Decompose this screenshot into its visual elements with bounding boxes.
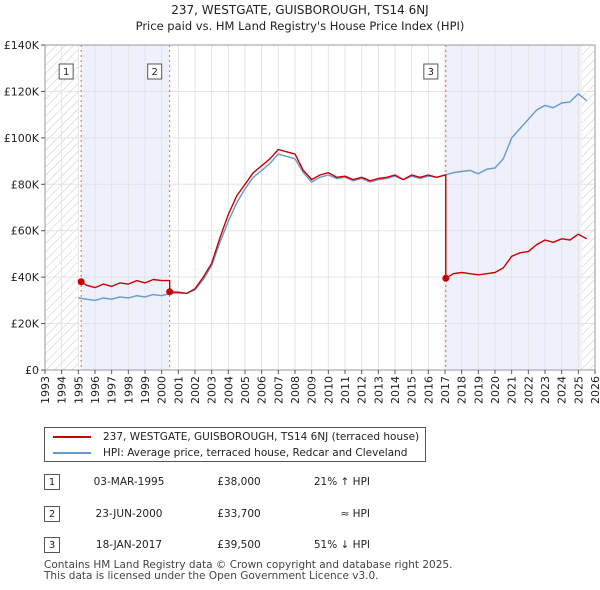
sale-price: £38,000 bbox=[217, 476, 261, 488]
sale-date: 03-MAR-1995 bbox=[93, 476, 165, 488]
y-tick-label: £60K bbox=[11, 225, 40, 238]
x-tick-label: 1999 bbox=[139, 376, 152, 404]
legend-label-property: 237, WESTGATE, GUISBOROUGH, TS14 6NJ (te… bbox=[103, 431, 420, 443]
y-tick-label: £20K bbox=[11, 318, 40, 331]
sale-point bbox=[166, 288, 174, 296]
price-series-line bbox=[80, 148, 588, 295]
price-chart: 237, WESTGATE, GUISBOROUGH, TS14 6NJ Pri… bbox=[4, 3, 600, 404]
hatched-region bbox=[581, 45, 595, 370]
sale-date: 18-JAN-2017 bbox=[95, 539, 163, 551]
y-tick-label: £100K bbox=[4, 132, 40, 145]
sale-label-box bbox=[423, 63, 439, 80]
y-tick-label: £140K bbox=[4, 39, 40, 52]
sale-label: 2 bbox=[151, 67, 157, 78]
sale-hpi-comparison: ≈ HPI bbox=[340, 508, 370, 520]
x-tick-label: 2024 bbox=[556, 376, 569, 404]
x-tick-label: 2023 bbox=[539, 376, 552, 404]
x-tick-label: 1994 bbox=[56, 376, 69, 404]
chart-subtitle: Price paid vs. HM Land Registry's House … bbox=[136, 19, 465, 33]
x-tick-label: 1995 bbox=[72, 376, 85, 404]
y-tick-label: £40K bbox=[11, 271, 40, 284]
x-tick-label: 2012 bbox=[356, 376, 369, 404]
sale-hpi-comparison: 51% ↓ HPI bbox=[313, 539, 370, 551]
x-tick-label: 1993 bbox=[39, 376, 52, 404]
sale-label: 3 bbox=[428, 67, 434, 78]
sale-number-badge: 1 bbox=[44, 474, 60, 490]
x-tick-label: 2001 bbox=[172, 376, 185, 404]
x-tick-label: 2000 bbox=[156, 376, 169, 404]
x-tick-label: 2021 bbox=[506, 376, 519, 404]
legend-item-property: 237, WESTGATE, GUISBOROUGH, TS14 6NJ (te… bbox=[53, 429, 419, 445]
sale-label-box bbox=[58, 63, 74, 80]
x-tick-label: 1997 bbox=[106, 376, 119, 404]
x-tick-label: 2011 bbox=[339, 376, 352, 404]
sale-row: 3 18-JAN-2017 £39,500 51% ↓ HPI bbox=[44, 537, 404, 555]
x-tick-label: 2026 bbox=[589, 376, 600, 404]
sale-number-badge: 2 bbox=[44, 506, 60, 522]
x-tick-label: 2006 bbox=[256, 376, 269, 404]
chart-title: 237, WESTGATE, GUISBOROUGH, TS14 6NJ bbox=[171, 3, 428, 17]
x-tick-label: 2009 bbox=[306, 376, 319, 404]
chart-legend: 237, WESTGATE, GUISBOROUGH, TS14 6NJ (te… bbox=[44, 427, 426, 462]
legend-swatch-property bbox=[53, 436, 91, 438]
sale-number-badge: 3 bbox=[44, 537, 60, 553]
sale-point bbox=[77, 278, 85, 286]
plot-border bbox=[44, 44, 596, 371]
x-tick-label: 2022 bbox=[522, 376, 535, 404]
attribution-footer: Contains HM Land Registry data © Crown c… bbox=[44, 560, 452, 582]
x-tick-label: 2019 bbox=[472, 376, 485, 404]
ownership-span bbox=[445, 45, 582, 370]
x-tick-label: 2004 bbox=[222, 376, 235, 404]
sale-label: 1 bbox=[63, 67, 69, 78]
x-tick-label: 2002 bbox=[189, 376, 202, 404]
sale-row: 2 23-JUN-2000 £33,700 ≈ HPI bbox=[44, 506, 404, 524]
x-tick-label: 2020 bbox=[489, 376, 502, 404]
x-tick-label: 2010 bbox=[322, 376, 335, 404]
x-tick-label: 2013 bbox=[372, 376, 385, 404]
x-tick-label: 2017 bbox=[439, 376, 452, 404]
sale-label-box bbox=[147, 63, 163, 80]
x-tick-label: 2014 bbox=[389, 376, 402, 404]
y-tick-label: £0 bbox=[25, 364, 39, 377]
sale-point bbox=[442, 274, 450, 282]
x-tick-label: 1998 bbox=[122, 376, 135, 404]
sale-date: 23-JUN-2000 bbox=[95, 508, 163, 520]
ownership-span bbox=[81, 45, 170, 370]
x-tick-label: 2025 bbox=[572, 376, 585, 404]
sale-price: £39,500 bbox=[217, 539, 261, 551]
y-tick-label: £80K bbox=[11, 178, 40, 191]
x-tick-label: 2005 bbox=[239, 376, 252, 404]
x-tick-label: 2016 bbox=[422, 376, 435, 404]
legend-swatch-hpi bbox=[53, 452, 91, 454]
footer-line-copyright: Contains HM Land Registry data © Crown c… bbox=[44, 559, 453, 571]
legend-label-hpi: HPI: Average price, terraced house, Redc… bbox=[103, 447, 408, 459]
y-tick-label: £120K bbox=[4, 85, 40, 98]
x-tick-label: 2003 bbox=[206, 376, 219, 404]
sale-hpi-comparison: 21% ↑ HPI bbox=[313, 476, 370, 488]
x-tick-label: 2008 bbox=[289, 376, 302, 404]
hpi-series-line bbox=[78, 93, 588, 302]
footer-line-license: This data is licensed under the Open Gov… bbox=[44, 570, 379, 582]
sale-price: £33,700 bbox=[217, 508, 261, 520]
x-tick-label: 2015 bbox=[406, 376, 419, 404]
x-tick-label: 2018 bbox=[456, 376, 469, 404]
legend-item-hpi: HPI: Average price, terraced house, Redc… bbox=[53, 445, 407, 461]
x-tick-label: 1996 bbox=[89, 376, 102, 404]
sale-row: 1 03-MAR-1995 £38,000 21% ↑ HPI bbox=[44, 474, 404, 492]
x-tick-label: 2007 bbox=[272, 376, 285, 404]
